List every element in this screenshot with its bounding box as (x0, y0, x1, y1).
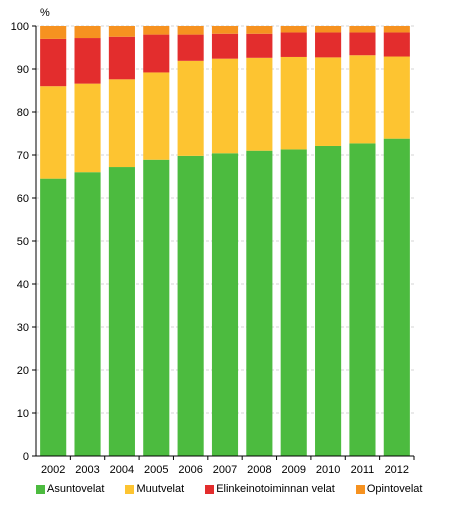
x-tick-label: 2012 (385, 464, 409, 476)
bar-segment (74, 172, 101, 456)
bar-segment (349, 55, 376, 144)
y-tick-label: 70 (17, 150, 29, 162)
legend-label: Elinkeinotoiminnan velat (216, 483, 335, 495)
bar-segment (246, 57, 273, 151)
y-tick-label: 60 (17, 193, 29, 205)
x-tick-label: 2010 (316, 464, 340, 476)
y-tick-label: 40 (17, 279, 29, 291)
bar-segment (280, 32, 307, 57)
y-tick-label: 50 (17, 236, 29, 248)
legend-item: Opintovelat (355, 483, 423, 495)
y-tick-label: 0 (23, 451, 29, 463)
bar-segment (315, 145, 342, 456)
bar-segment (280, 149, 307, 456)
bar-segment (349, 143, 376, 456)
bar-segment (315, 57, 342, 146)
bar-segment (74, 26, 101, 39)
legend-item: Asuntovelat (36, 483, 104, 495)
bar-segment (383, 138, 410, 456)
bar-segment (74, 38, 101, 84)
y-tick-label: 100 (11, 21, 29, 33)
x-tick-label: 2002 (41, 464, 65, 476)
bar-segment (177, 155, 204, 457)
bar-segment (383, 56, 410, 139)
x-tick-label: 2005 (144, 464, 168, 476)
bar-segment (349, 26, 376, 33)
x-tick-label: 2003 (75, 464, 99, 476)
bar-segment (315, 32, 342, 58)
legend-swatch (355, 484, 365, 494)
bar-segment (383, 26, 410, 33)
bar-segment (349, 32, 376, 56)
y-tick-label: 90 (17, 64, 29, 76)
bar-segment (177, 34, 204, 61)
axes: 0 10 20 30 40 50 60 70 80 90 100 2002 2003 2004 2005 20… (11, 21, 415, 476)
bar-segment (177, 26, 204, 35)
legend-label: Muutvelat (136, 483, 185, 495)
bar-segment (108, 79, 135, 168)
bar-segment (280, 56, 307, 150)
y-tick-label: 10 (17, 408, 29, 420)
bar-segment (143, 26, 170, 35)
x-tick-label: 2008 (247, 464, 271, 476)
bar-segment (143, 159, 170, 457)
y-axis-unit-label: % (40, 7, 50, 19)
bar-segment (246, 26, 273, 34)
legend-item: Muutvelat (125, 483, 184, 495)
bar-segment (280, 26, 307, 33)
bar-segment (108, 167, 135, 457)
y-tick-label: 20 (17, 365, 29, 377)
bar-segment (315, 26, 342, 33)
y-tick-label: 80 (17, 107, 29, 119)
legend-label: Asuntovelat (47, 483, 105, 495)
legend-label: Opintovelat (366, 483, 423, 495)
bar-segment (211, 26, 239, 34)
bar-segment (74, 83, 101, 173)
bar-segment (143, 34, 170, 73)
legend: Asuntovelat Muutvelat Elinkeinotoiminnan v… (36, 481, 422, 497)
x-tick-label: 2009 (281, 464, 305, 476)
x-tick-label: 2006 (178, 464, 202, 476)
bar-segment (246, 33, 273, 58)
bar-segment (40, 38, 67, 87)
x-tick-label: 2004 (110, 464, 134, 476)
y-tick-label: 30 (17, 322, 29, 334)
bar-segment (177, 60, 204, 156)
bar-segment (108, 26, 135, 37)
bar-segment (40, 26, 67, 39)
bar-segment (211, 153, 239, 456)
x-tick-label: 2007 (213, 464, 237, 476)
bar-segment (143, 72, 170, 160)
bar-segment (383, 32, 410, 57)
bar-segment (40, 86, 67, 179)
legend-swatch (125, 484, 135, 494)
legend-swatch (205, 484, 215, 494)
bars (40, 26, 410, 457)
legend-swatch (36, 484, 45, 494)
bar-segment (246, 150, 273, 456)
x-tick-label: 2011 (351, 464, 375, 476)
bar-segment (108, 36, 135, 80)
legend-item: Elinkeinotoiminnan velat (205, 483, 335, 495)
bar-segment (211, 58, 239, 154)
bar-segment (211, 33, 239, 59)
bar-segment (40, 178, 67, 456)
